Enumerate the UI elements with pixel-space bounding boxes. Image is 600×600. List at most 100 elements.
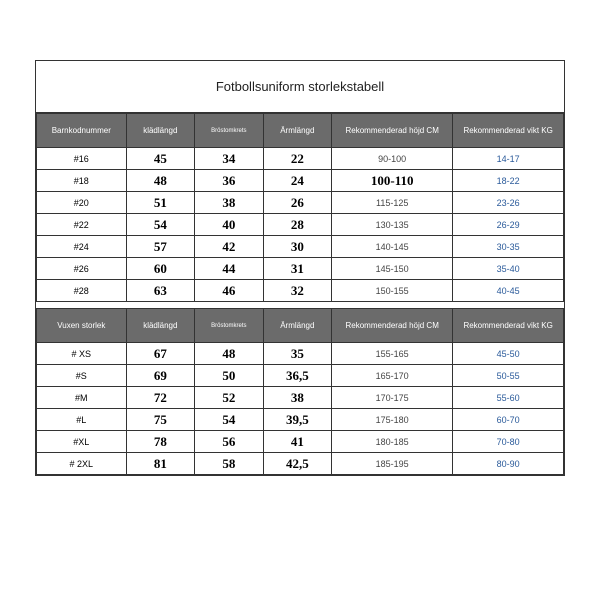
adult-sleeve: 38 (263, 387, 332, 409)
adult-length: 81 (126, 453, 195, 475)
kids-bust: 38 (195, 192, 264, 214)
adult-bust: 54 (195, 409, 264, 431)
adult-h4: Rekommenderad höjd CM (332, 309, 453, 343)
adult-size-code: #M (37, 387, 127, 409)
kids-bust: 36 (195, 170, 264, 192)
adult-h0: Vuxen storlek (37, 309, 127, 343)
size-chart: Fotbollsuniform storlekstabell Barnkodnu… (35, 60, 565, 476)
kids-size-code: #16 (37, 148, 127, 170)
kids-sleeve: 22 (263, 148, 332, 170)
adult-rec-weight: 45-50 (453, 343, 564, 365)
kids-bust: 42 (195, 236, 264, 258)
adult-size-code: #XL (37, 431, 127, 453)
kids-rec-weight: 30-35 (453, 236, 564, 258)
adult-h5: Rekommenderad vikt KG (453, 309, 564, 343)
kids-h0: Barnkodnummer (37, 114, 127, 148)
adult-rec-weight: 55-60 (453, 387, 564, 409)
adult-bust: 56 (195, 431, 264, 453)
adult-sleeve: 35 (263, 343, 332, 365)
kids-h1: klädlängd (126, 114, 195, 148)
kids-sleeve: 32 (263, 280, 332, 302)
adult-row: #L755439,5175-18060-70 (37, 409, 564, 431)
kids-size-code: #28 (37, 280, 127, 302)
adult-table: Vuxen storlek klädlängd Bröstomkrets Ärm… (36, 308, 564, 475)
kids-row: #1645342290-10014-17 (37, 148, 564, 170)
kids-row: #22544028130-13526-29 (37, 214, 564, 236)
adult-length: 75 (126, 409, 195, 431)
adult-row: # 2XL815842,5185-19580-90 (37, 453, 564, 475)
kids-row: #28634632150-15540-45 (37, 280, 564, 302)
adult-row: #XL785641180-18570-80 (37, 431, 564, 453)
kids-rec-height: 115-125 (332, 192, 453, 214)
adult-size-code: #S (37, 365, 127, 387)
kids-row: #18483624100-11018-22 (37, 170, 564, 192)
adult-row: #S695036,5165-17050-55 (37, 365, 564, 387)
kids-rec-height: 150-155 (332, 280, 453, 302)
adult-length: 78 (126, 431, 195, 453)
adult-rec-height: 165-170 (332, 365, 453, 387)
adult-rec-height: 175-180 (332, 409, 453, 431)
kids-h2: Bröstomkrets (195, 114, 264, 148)
kids-row: #20513826115-12523-26 (37, 192, 564, 214)
kids-rec-weight: 26-29 (453, 214, 564, 236)
kids-sleeve: 28 (263, 214, 332, 236)
adult-rec-weight: 50-55 (453, 365, 564, 387)
kids-sleeve: 24 (263, 170, 332, 192)
kids-length: 45 (126, 148, 195, 170)
adult-sleeve: 39,5 (263, 409, 332, 431)
kids-rec-weight: 14-17 (453, 148, 564, 170)
adult-rec-weight: 60-70 (453, 409, 564, 431)
kids-size-code: #26 (37, 258, 127, 280)
kids-length: 54 (126, 214, 195, 236)
kids-h3: Ärmlängd (263, 114, 332, 148)
kids-rec-weight: 35-40 (453, 258, 564, 280)
kids-header-row: Barnkodnummer klädlängd Bröstomkrets Ärm… (37, 114, 564, 148)
adult-rec-weight: 80-90 (453, 453, 564, 475)
kids-bust: 46 (195, 280, 264, 302)
kids-size-code: #24 (37, 236, 127, 258)
adult-rec-height: 185-195 (332, 453, 453, 475)
kids-row: #26604431145-15035-40 (37, 258, 564, 280)
kids-rec-weight: 18-22 (453, 170, 564, 192)
adult-size-code: #L (37, 409, 127, 431)
adult-header-row: Vuxen storlek klädlängd Bröstomkrets Ärm… (37, 309, 564, 343)
kids-row: #24574230140-14530-35 (37, 236, 564, 258)
kids-rec-height: 90-100 (332, 148, 453, 170)
adult-bust: 58 (195, 453, 264, 475)
adult-row: # XS674835155-16545-50 (37, 343, 564, 365)
kids-rec-weight: 40-45 (453, 280, 564, 302)
adult-sleeve: 41 (263, 431, 332, 453)
kids-bust: 44 (195, 258, 264, 280)
adult-length: 72 (126, 387, 195, 409)
kids-size-code: #18 (37, 170, 127, 192)
kids-sleeve: 31 (263, 258, 332, 280)
kids-rec-height: 145-150 (332, 258, 453, 280)
adult-row: #M725238170-17555-60 (37, 387, 564, 409)
kids-bust: 34 (195, 148, 264, 170)
adult-size-code: # 2XL (37, 453, 127, 475)
kids-bust: 40 (195, 214, 264, 236)
kids-rec-height: 140-145 (332, 236, 453, 258)
kids-rec-height: 100-110 (332, 170, 453, 192)
adult-sleeve: 42,5 (263, 453, 332, 475)
adult-bust: 50 (195, 365, 264, 387)
kids-table: Barnkodnummer klädlängd Bröstomkrets Ärm… (36, 113, 564, 302)
kids-h4: Rekommenderad höjd CM (332, 114, 453, 148)
kids-size-code: #20 (37, 192, 127, 214)
adult-bust: 48 (195, 343, 264, 365)
kids-rec-height: 130-135 (332, 214, 453, 236)
adult-sleeve: 36,5 (263, 365, 332, 387)
kids-length: 51 (126, 192, 195, 214)
kids-length: 60 (126, 258, 195, 280)
kids-length: 63 (126, 280, 195, 302)
adult-rec-weight: 70-80 (453, 431, 564, 453)
adult-rec-height: 180-185 (332, 431, 453, 453)
adult-length: 69 (126, 365, 195, 387)
kids-sleeve: 26 (263, 192, 332, 214)
kids-sleeve: 30 (263, 236, 332, 258)
adult-bust: 52 (195, 387, 264, 409)
adult-size-code: # XS (37, 343, 127, 365)
adult-length: 67 (126, 343, 195, 365)
adult-rec-height: 155-165 (332, 343, 453, 365)
kids-length: 48 (126, 170, 195, 192)
